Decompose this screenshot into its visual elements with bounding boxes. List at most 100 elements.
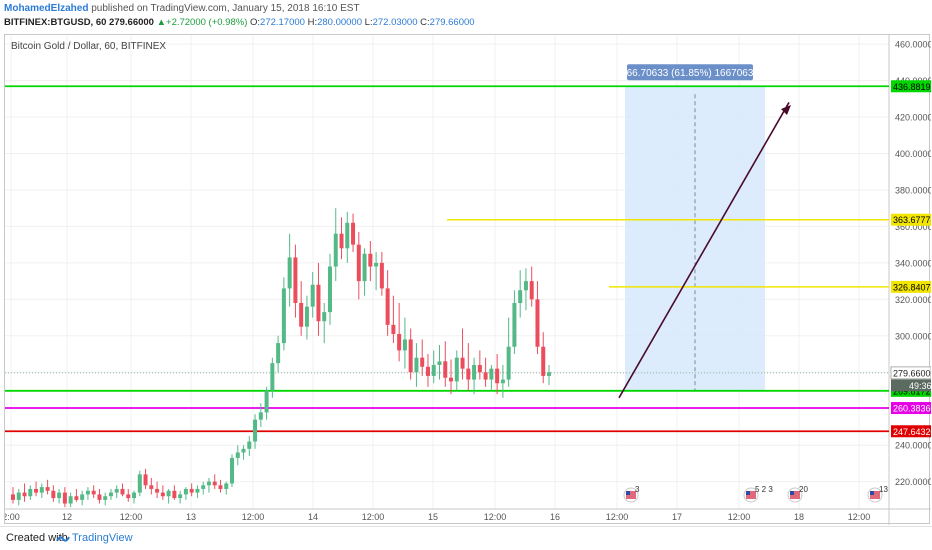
event-count: 3 bbox=[635, 485, 640, 494]
x-tick-label: 12:00 bbox=[242, 512, 265, 522]
price-tag: 260.38360 bbox=[893, 404, 931, 414]
chart-header: MohamedElzahed published on TradingView.… bbox=[0, 0, 932, 32]
us-flag-canton bbox=[746, 491, 750, 495]
author-link[interactable]: MohamedElzahed bbox=[4, 3, 89, 14]
y-tick-label: 420.000000 bbox=[895, 113, 931, 123]
published-text: published on TradingView.com, January 15… bbox=[91, 3, 360, 14]
candle-body bbox=[397, 333, 402, 351]
open-value: 272.17000 bbox=[260, 17, 305, 28]
x-tick-label: 12:00 bbox=[484, 512, 507, 522]
y-tick-label: 240.000000 bbox=[895, 441, 931, 451]
candle-body bbox=[472, 364, 477, 380]
candle-body bbox=[62, 492, 67, 504]
candle-body bbox=[120, 488, 125, 495]
price-chart[interactable]: 166.70633 (61.85%) 16670633 Bitcoin Gold … bbox=[5, 35, 931, 525]
y-tick-label: 400.000000 bbox=[895, 149, 931, 159]
up-triangle-icon: ▲ bbox=[156, 17, 167, 28]
us-flag-canton bbox=[870, 491, 874, 495]
price-tag: 363.67778 bbox=[893, 215, 931, 225]
arrow-head-icon bbox=[781, 105, 791, 115]
candle-body bbox=[414, 357, 419, 373]
candle-body bbox=[68, 496, 73, 504]
candle-body bbox=[201, 485, 206, 489]
candle-body bbox=[425, 366, 430, 376]
x-tick-label: 12:00 bbox=[606, 512, 629, 522]
candle-body bbox=[103, 496, 108, 500]
candle-body bbox=[230, 457, 235, 484]
candle-body bbox=[385, 288, 390, 325]
candle-body bbox=[529, 281, 534, 300]
close-label: C: bbox=[420, 17, 430, 28]
candle-body bbox=[408, 339, 413, 373]
x-tick-label: 12:00 bbox=[362, 512, 385, 522]
x-tick-label: 14 bbox=[308, 512, 318, 522]
candle-body bbox=[97, 494, 102, 500]
high-value: 280.00000 bbox=[317, 17, 363, 28]
us-flag-icon bbox=[790, 491, 800, 499]
event-count: 13 bbox=[879, 485, 888, 494]
candle-body bbox=[160, 492, 165, 497]
candle-body bbox=[437, 361, 442, 365]
price-tag-bg bbox=[891, 402, 931, 415]
symbol-label[interactable]: BITFINEX:BTGUSD, 60 bbox=[4, 17, 107, 28]
target-arrow-line bbox=[618, 102, 790, 399]
candle-body bbox=[547, 372, 551, 376]
open-label: O: bbox=[250, 17, 261, 28]
candle-body bbox=[362, 253, 367, 282]
candle-body bbox=[108, 492, 113, 497]
candle-body bbox=[402, 339, 407, 351]
candle-body bbox=[351, 222, 356, 245]
projection-label-bg bbox=[627, 64, 753, 81]
y-tick-label: 340.000000 bbox=[895, 258, 931, 268]
candle-body bbox=[253, 419, 258, 442]
candle-body bbox=[235, 452, 240, 458]
candle-body bbox=[195, 488, 200, 493]
x-tick-label: 17 bbox=[672, 512, 682, 522]
candle-body bbox=[523, 281, 528, 291]
candle-body bbox=[339, 233, 344, 249]
candle-body bbox=[420, 357, 425, 367]
us-flag-canton bbox=[790, 491, 794, 495]
created-with-text: Created with bbox=[6, 532, 68, 544]
candle-body bbox=[45, 487, 50, 491]
chart-frame[interactable]: 166.70633 (61.85%) 16670633 Bitcoin Gold … bbox=[4, 34, 931, 525]
candle-body bbox=[333, 233, 338, 267]
candle-body bbox=[85, 490, 90, 495]
candle-body bbox=[241, 448, 246, 453]
candle-body bbox=[368, 253, 373, 267]
low-label: L: bbox=[364, 17, 373, 28]
price-tag: 247.64320 bbox=[893, 427, 931, 437]
price-tag: 326.84076 bbox=[893, 282, 931, 292]
countdown-tag-bg bbox=[891, 379, 931, 392]
candle-body bbox=[16, 492, 21, 500]
candle-body bbox=[212, 481, 217, 486]
us-flag-icon bbox=[870, 491, 880, 499]
candle-body bbox=[218, 485, 223, 489]
candle-body bbox=[449, 377, 454, 382]
candle-body bbox=[137, 474, 142, 493]
tradingview-brand[interactable]: TradingView bbox=[72, 532, 133, 544]
candle-body bbox=[345, 222, 350, 249]
candle-body bbox=[495, 368, 500, 384]
candle-body bbox=[293, 257, 298, 303]
candle-body bbox=[483, 372, 488, 380]
candle-body bbox=[310, 284, 315, 307]
footer: Created with TradingView bbox=[0, 526, 932, 550]
last-price: 279.66000 bbox=[109, 17, 154, 28]
candle-body bbox=[11, 494, 15, 500]
candle-body bbox=[155, 488, 160, 493]
candle-body bbox=[264, 390, 269, 413]
price-tag-bg bbox=[891, 80, 931, 93]
close-value: 279.66000 bbox=[429, 17, 475, 28]
y-tick-label: 460.000000 bbox=[895, 40, 931, 50]
price-tag-bg bbox=[891, 280, 931, 293]
low-value: 272.03000 bbox=[372, 17, 418, 28]
candle-body bbox=[322, 312, 327, 322]
x-tick-label: 16 bbox=[550, 512, 560, 522]
candle-body bbox=[126, 494, 131, 499]
candle-body bbox=[189, 488, 194, 493]
quote-line: BITFINEX:BTGUSD, 60 279.66000 ▲+2.72000 … bbox=[4, 16, 475, 29]
candle-body bbox=[281, 288, 286, 344]
candle-body bbox=[512, 302, 517, 347]
candle-body bbox=[477, 364, 482, 373]
